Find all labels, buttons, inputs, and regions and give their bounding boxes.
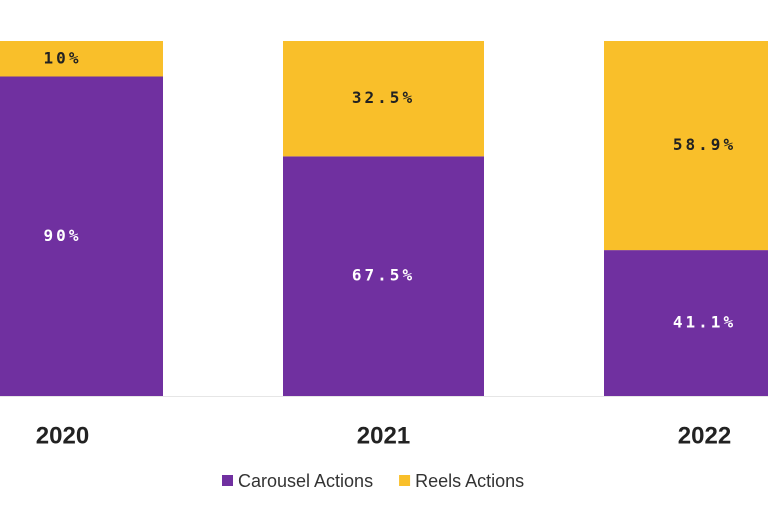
x-tick-label: 2020: [36, 422, 89, 449]
bar-segment: [604, 250, 768, 396]
bar-segment: [0, 41, 163, 77]
legend-swatch: [399, 475, 411, 486]
segment-label: 67.5%: [352, 266, 415, 285]
x-tick-label: 2021: [357, 422, 410, 449]
bar-segment: [604, 41, 768, 251]
segment-label: 32.5%: [352, 88, 415, 107]
bar-segment: [283, 156, 484, 396]
legend-swatch: [222, 475, 233, 486]
x-tick-label: 2022: [678, 422, 731, 449]
legend-label: Reels Actions: [415, 471, 524, 491]
segment-label: 41.1%: [673, 313, 736, 332]
segment-label: 10%: [44, 48, 82, 67]
legend-label: Carousel Actions: [238, 471, 373, 491]
bar-segment: [283, 41, 484, 157]
segment-label: 90%: [44, 226, 82, 245]
segment-label: 58.9%: [673, 135, 736, 154]
bar-segment: [0, 76, 163, 396]
